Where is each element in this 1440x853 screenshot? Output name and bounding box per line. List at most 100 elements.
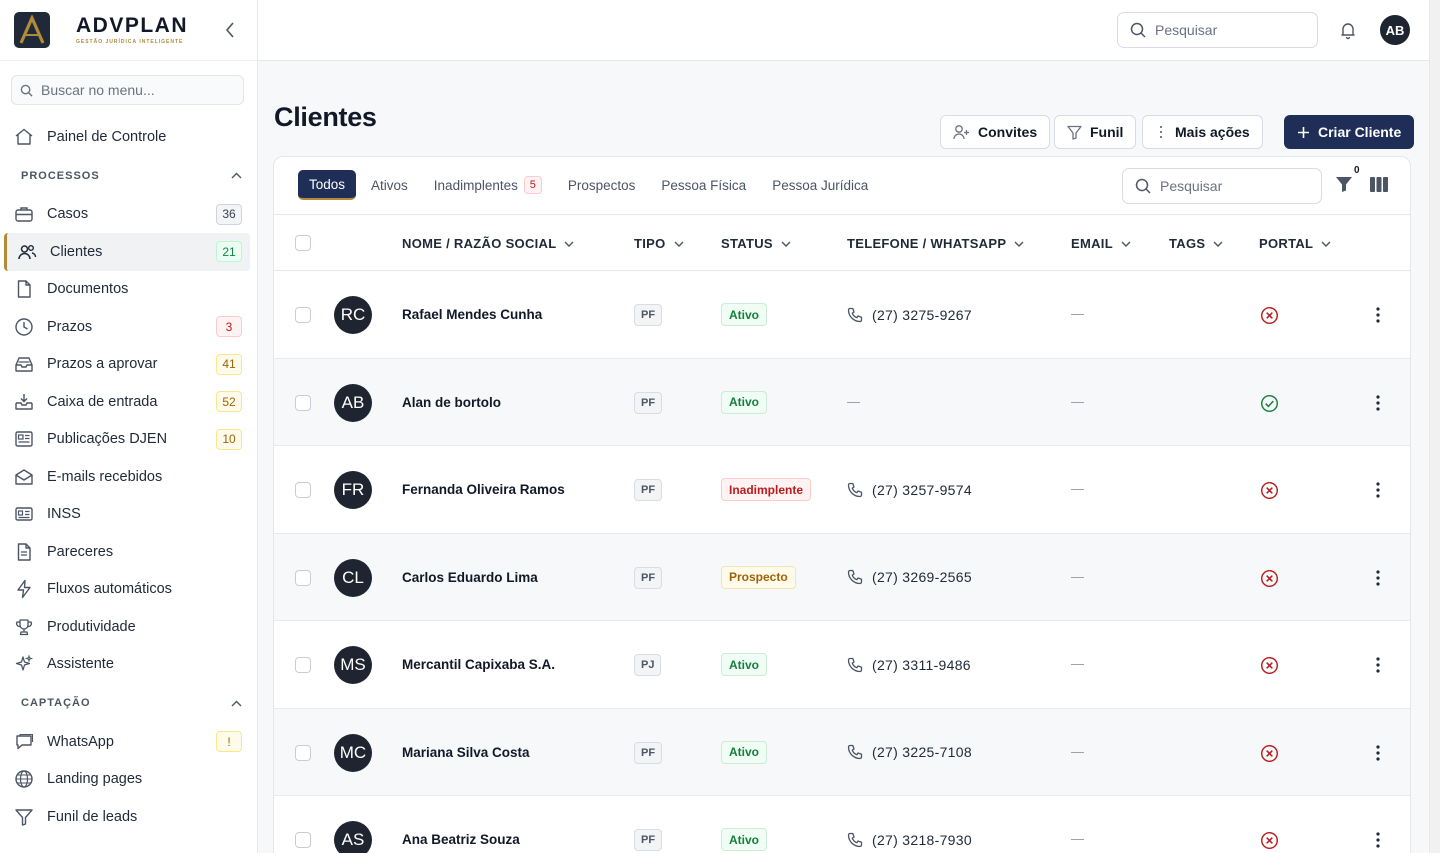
lightning-icon bbox=[14, 579, 34, 599]
phone-cell[interactable]: (27) 3257-9574 bbox=[847, 446, 972, 533]
client-name[interactable]: Alan de bortolo bbox=[402, 394, 501, 410]
table-search[interactable] bbox=[1122, 168, 1322, 204]
sidebar-item-clientes[interactable]: Clientes 21 bbox=[4, 233, 250, 271]
sidebar-item-prazos[interactable]: Prazos 3 bbox=[0, 308, 258, 346]
phone-icon bbox=[847, 569, 863, 585]
sidebar-item-caixa-de-entrada[interactable]: Caixa de entrada 52 bbox=[0, 383, 258, 421]
table-search-input[interactable] bbox=[1160, 178, 1310, 194]
tab-pessoa-juridica[interactable]: Pessoa Jurídica bbox=[761, 170, 879, 200]
sidebar-item-whatsapp[interactable]: WhatsApp! bbox=[0, 723, 258, 761]
row-checkbox[interactable] bbox=[295, 482, 311, 498]
table-row[interactable]: CL Carlos Eduardo Lima PF Prospecto (27)… bbox=[274, 533, 1410, 621]
filter-icon[interactable] bbox=[1335, 175, 1353, 193]
column-header-label: EMAIL bbox=[1071, 236, 1113, 251]
sidebar-item-badge: 21 bbox=[216, 241, 242, 263]
tab-label: Todos bbox=[309, 176, 346, 192]
type-badge: PJ bbox=[634, 654, 662, 676]
phone-cell[interactable]: (27) 3311-9486 bbox=[847, 621, 971, 708]
row-checkbox[interactable] bbox=[295, 744, 311, 761]
row-checkbox[interactable] bbox=[295, 832, 311, 848]
portal-inactive-icon bbox=[1260, 656, 1279, 675]
column-header-portal[interactable]: PORTAL bbox=[1259, 215, 1331, 272]
row-checkbox[interactable] bbox=[295, 394, 311, 411]
row-checkbox[interactable] bbox=[295, 307, 311, 323]
table-row[interactable]: AB Alan de bortolo PF Ativo bbox=[274, 358, 1410, 446]
phone-cell[interactable]: (27) 3269-2565 bbox=[847, 534, 972, 621]
table-row[interactable]: AS Ana Beatriz Souza PF Ativo (27) 3218-… bbox=[274, 796, 1410, 853]
users-icon bbox=[17, 242, 37, 262]
tab-pessoa-fisica[interactable]: Pessoa Física bbox=[650, 170, 757, 200]
phone-cell[interactable]: (27) 3275-9267 bbox=[847, 271, 972, 358]
row-actions-button[interactable] bbox=[1370, 481, 1386, 499]
chevron-down-icon bbox=[1121, 239, 1131, 249]
menu-search-input[interactable] bbox=[41, 82, 231, 98]
sidebar-section-processos[interactable]: PROCESSOS bbox=[0, 156, 258, 196]
row-actions-button[interactable] bbox=[1370, 306, 1386, 324]
row-actions-button[interactable] bbox=[1370, 569, 1386, 587]
page-scrollbar[interactable] bbox=[1429, 0, 1440, 853]
sidebar-item-landing-pages[interactable]: Landing pages bbox=[0, 761, 258, 799]
bell-icon[interactable] bbox=[1338, 20, 1358, 40]
columns-icon[interactable] bbox=[1370, 177, 1388, 192]
user-avatar[interactable]: AB bbox=[1380, 15, 1410, 45]
sidebar-item-prazos-a-aprovar[interactable]: Prazos a aprovar 41 bbox=[0, 346, 258, 384]
row-actions-button[interactable] bbox=[1370, 831, 1386, 849]
sidebar-item-funil-de-leads[interactable]: Funil de leads bbox=[0, 798, 258, 836]
table-row[interactable]: MS Mercantil Capixaba S.A. PJ Ativo (27)… bbox=[274, 621, 1410, 709]
column-header-telefone-whatsapp[interactable]: TELEFONE / WHATSAPP bbox=[847, 215, 1024, 272]
client-name[interactable]: Ana Beatriz Souza bbox=[402, 832, 520, 847]
table-row[interactable]: MC Mariana Silva Costa PF Ativo (27) 322… bbox=[274, 708, 1410, 796]
row-checkbox[interactable] bbox=[295, 657, 311, 673]
table-row[interactable]: FR Fernanda Oliveira Ramos PF Inadimplen… bbox=[274, 446, 1410, 534]
client-name[interactable]: Mercantil Capixaba S.A. bbox=[402, 657, 556, 672]
chevron-down-icon bbox=[1213, 239, 1223, 249]
phone-number: (27) 3218-7930 bbox=[872, 831, 972, 848]
sidebar-item-produtividade[interactable]: Produtividade bbox=[0, 608, 258, 646]
brand-logo[interactable]: ADVPLAN GESTÃO JURÍDICA INTELIGENTE bbox=[0, 0, 257, 61]
invites-button[interactable]: Convites bbox=[940, 115, 1051, 149]
sidebar-item-label: Painel de Controle bbox=[47, 128, 167, 145]
sidebar-item-label: Landing pages bbox=[47, 771, 143, 788]
page-title: Clientes bbox=[274, 102, 377, 132]
create-client-button[interactable]: Criar Cliente bbox=[1284, 115, 1415, 149]
sidebar-item-casos[interactable]: Casos 36 bbox=[0, 196, 258, 234]
phone-cell[interactable]: (27) 3218-7930 bbox=[847, 796, 972, 853]
funnel-button[interactable]: Funil bbox=[1054, 115, 1137, 149]
more-actions-button[interactable]: Mais ações bbox=[1142, 115, 1263, 149]
client-name[interactable]: Carlos Eduardo Lima bbox=[402, 569, 538, 585]
sidebar-section-captacao[interactable]: CAPTAÇÃO bbox=[0, 683, 258, 723]
sidebar-item-e-mails-recebidos[interactable]: E-mails recebidos bbox=[0, 458, 258, 496]
sidebar-item-inss[interactable]: INSS bbox=[0, 496, 258, 534]
select-all-checkbox[interactable] bbox=[295, 235, 311, 251]
sidebar-item-badge: 3 bbox=[216, 316, 242, 338]
tab-todos[interactable]: Todos bbox=[298, 170, 357, 200]
tab-ativos[interactable]: Ativos bbox=[360, 170, 419, 200]
tab-prospectos[interactable]: Prospectos bbox=[557, 170, 647, 200]
table-row[interactable]: RC Rafael Mendes Cunha PF Ativo (27) 327… bbox=[274, 271, 1410, 359]
sidebar-item-painel-de-controle[interactable]: Painel de Controle bbox=[0, 118, 258, 156]
global-search[interactable] bbox=[1117, 12, 1318, 48]
row-actions-button[interactable] bbox=[1370, 656, 1386, 674]
sidebar-item-fluxos-automaticos[interactable]: Fluxos automáticos bbox=[0, 571, 258, 609]
sidebar-item-documentos[interactable]: Documentos bbox=[0, 271, 258, 309]
sidebar-item-assistente[interactable]: Assistente bbox=[0, 646, 258, 684]
sidebar-item-publicacoes-djen[interactable]: Publicações DJEN 10 bbox=[0, 421, 258, 459]
sidebar-item-label: Produtividade bbox=[47, 618, 136, 635]
client-name[interactable]: Fernanda Oliveira Ramos bbox=[402, 482, 565, 497]
sidebar-item-pareceres[interactable]: Pareceres bbox=[0, 533, 258, 571]
column-header-tags[interactable]: TAGS bbox=[1169, 215, 1223, 272]
row-actions-button[interactable] bbox=[1370, 744, 1386, 762]
column-header-email[interactable]: EMAIL bbox=[1071, 215, 1131, 272]
row-checkbox[interactable] bbox=[295, 569, 311, 586]
client-name[interactable]: Rafael Mendes Cunha bbox=[402, 307, 543, 322]
global-search-input[interactable] bbox=[1155, 22, 1305, 38]
column-header-tipo[interactable]: TIPO bbox=[634, 215, 684, 272]
column-header-status[interactable]: STATUS bbox=[721, 215, 791, 272]
phone-cell[interactable]: (27) 3225-7108 bbox=[847, 709, 972, 796]
client-name[interactable]: Mariana Silva Costa bbox=[402, 744, 530, 760]
row-actions-button[interactable] bbox=[1370, 394, 1386, 412]
collapse-sidebar-button[interactable] bbox=[220, 20, 240, 40]
tab-inadimplentes[interactable]: Inadimplentes 5 bbox=[423, 170, 553, 200]
menu-search[interactable] bbox=[11, 75, 244, 105]
column-header-nome-razao-social[interactable]: NOME / RAZÃO SOCIAL bbox=[402, 215, 574, 272]
